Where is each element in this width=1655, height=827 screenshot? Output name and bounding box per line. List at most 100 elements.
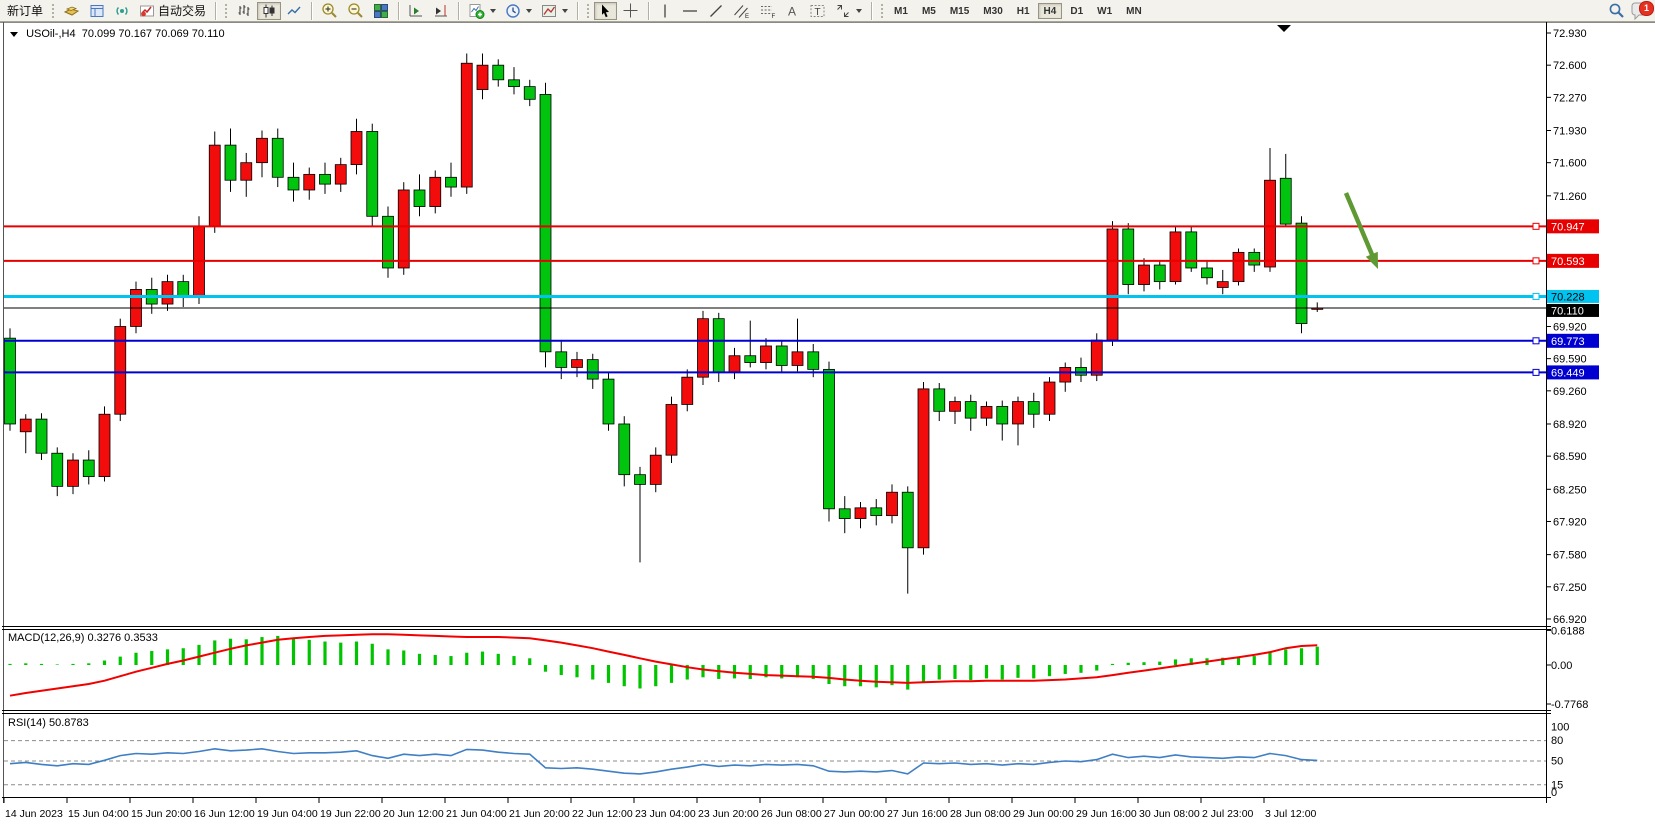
chart-shift-button[interactable]: [429, 2, 453, 20]
price-badge-text: 69.449: [1551, 367, 1585, 379]
cursor-icon: [602, 4, 610, 17]
line-chart-icon: [287, 6, 301, 14]
crosshair-button[interactable]: [618, 2, 643, 20]
indicators-button[interactable]: [464, 2, 500, 20]
time-tick-label: 19 Jun 22:00: [320, 808, 381, 820]
templates-button[interactable]: [537, 2, 572, 20]
toolbar-separator: [458, 1, 460, 20]
price-badge-text: 70.110: [1551, 305, 1584, 317]
price-badge: [1547, 365, 1599, 380]
auto-scroll-button[interactable]: [404, 2, 428, 20]
timeframe-h1[interactable]: H1: [1016, 5, 1030, 17]
horizontal-line-icon: [683, 9, 698, 12]
timeframe-m1[interactable]: M1: [894, 5, 908, 17]
vertical-line-icon: [664, 4, 666, 17]
rsi-line: [9, 747, 1318, 775]
time-tick-label: 19 Jun 04:00: [257, 808, 318, 820]
signals-icon[interactable]: [110, 2, 134, 20]
price-badge-text: 69.773: [1551, 336, 1585, 348]
indicators-dropdown-caret: [490, 8, 497, 13]
toolbar-grip[interactable]: [51, 2, 56, 19]
cursor-button[interactable]: [594, 1, 618, 20]
vertical-line-button[interactable]: [654, 2, 676, 20]
arrows-button[interactable]: [831, 2, 866, 20]
zoom-in-icon: [322, 3, 337, 18]
timeframe-m5[interactable]: M5: [921, 5, 936, 17]
svg-text:T: T: [815, 7, 821, 18]
time-tick-label: 20 Jun 12:00: [383, 808, 444, 820]
toolbar-separator: [577, 1, 579, 20]
line-handle: [1532, 292, 1540, 300]
periods-dropdown-caret: [526, 8, 533, 13]
price-tick-label: 66.920: [1553, 614, 1587, 626]
toolbar-grip[interactable]: [224, 2, 229, 19]
svg-text:E: E: [745, 14, 749, 19]
candlestick-chart-button[interactable]: [257, 1, 282, 20]
trend-arrow-annotation[interactable]: [1343, 192, 1378, 269]
price-badge: [1547, 303, 1599, 317]
toolbar-grip[interactable]: [880, 2, 885, 19]
price-tick-label: 72.600: [1553, 60, 1587, 72]
price-tick-label: 68.920: [1553, 419, 1587, 431]
fibonacci-button[interactable]: F: [755, 2, 780, 20]
timeframe-mn[interactable]: MN: [1126, 5, 1142, 17]
line-handle: [1532, 222, 1540, 230]
toolbar-separator: [648, 1, 650, 20]
time-tick-label: 23 Jun 20:00: [698, 808, 759, 820]
time-tick-label: 29 Jun 16:00: [1076, 808, 1137, 820]
channel-button[interactable]: E: [729, 2, 754, 20]
time-tick-label: 22 Jun 12:00: [572, 808, 633, 820]
timeframe-w1[interactable]: W1: [1097, 5, 1113, 17]
line-chart-button[interactable]: [282, 2, 306, 20]
price-badge: [1547, 289, 1599, 303]
gold-ingot-icon[interactable]: [59, 2, 84, 20]
timeframe-d1[interactable]: D1: [1070, 5, 1084, 17]
price-badge: [1547, 253, 1599, 268]
indicators-icon: [469, 3, 485, 19]
chat-button[interactable]: 1: [1630, 0, 1654, 20]
timeframe-h4[interactable]: H4: [1037, 2, 1063, 19]
price-tick-label: 68.590: [1553, 451, 1587, 463]
timeframe-m30[interactable]: M30: [983, 5, 1003, 17]
time-tick-label: 30 Jun 08:00: [1139, 808, 1200, 820]
bar-chart-button[interactable]: [232, 2, 256, 20]
chart-shift-icon: [435, 4, 448, 16]
time-tick-label: 16 Jun 12:00: [194, 808, 255, 820]
zoom-out-icon: [348, 3, 363, 18]
tile-windows-button[interactable]: [369, 2, 393, 20]
auto-trading-button[interactable]: 自动交易: [135, 2, 210, 20]
macd-signal-line: [9, 633, 1318, 697]
svg-text:A: A: [788, 4, 796, 18]
new-order-button[interactable]: 新订单: [3, 2, 47, 20]
timeframe-m15[interactable]: M15: [949, 5, 970, 17]
clock-icon: [506, 3, 520, 18]
time-tick-label: 21 Jun 20:00: [509, 808, 570, 820]
price-tick-label: 72.930: [1553, 28, 1587, 40]
time-tick-label: 27 Jun 16:00: [887, 808, 948, 820]
candlestick-chart-icon: [263, 4, 275, 17]
toolbar-separator: [311, 1, 313, 20]
toolbar-grip[interactable]: [586, 2, 591, 19]
search-icon[interactable]: [1604, 2, 1629, 20]
price-tick-label: 72.270: [1553, 92, 1587, 104]
periods-button[interactable]: [501, 2, 536, 20]
zoom-in-button[interactable]: [317, 2, 342, 20]
horizontal-line-button[interactable]: [677, 2, 703, 20]
zoom-out-button[interactable]: [343, 2, 368, 20]
text-label-button[interactable]: T: [805, 2, 830, 20]
time-tick-label: 27 Jun 00:00: [824, 808, 885, 820]
text-button[interactable]: A: [781, 2, 804, 20]
rsi-tick-label: 0: [1551, 787, 1557, 799]
profiles-icon[interactable]: [85, 2, 109, 20]
time-tick-label: 29 Jun 00:00: [1013, 808, 1074, 820]
trendline-button[interactable]: [704, 2, 728, 20]
auto-trading-icon: [140, 5, 155, 16]
rsi-tick-label: 100: [1551, 722, 1569, 734]
time-tick-label: 2 Jul 23:00: [1202, 808, 1254, 820]
time-tick-label: 26 Jun 08:00: [761, 808, 822, 820]
gold-ingot-icon: [63, 6, 80, 16]
macd-tick-label: 0.6188: [1551, 625, 1585, 637]
arrows-dropdown-caret: [856, 8, 863, 13]
time-tick-label: 3 Jul 12:00: [1265, 808, 1317, 820]
